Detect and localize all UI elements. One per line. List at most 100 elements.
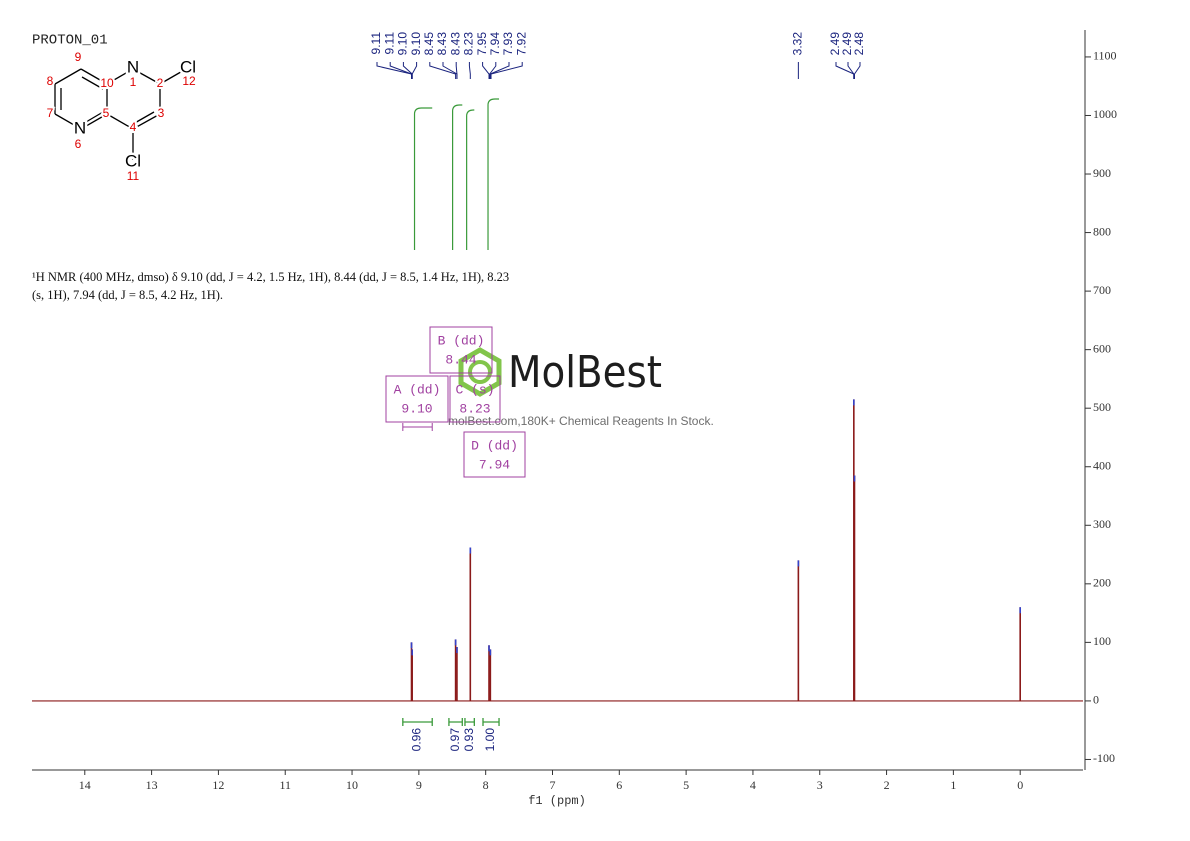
integral-bar	[448, 718, 463, 726]
x-tick-label: 1	[950, 778, 956, 792]
x-tick-label: 11	[279, 778, 291, 792]
peak-connector	[389, 62, 413, 79]
multiplet-name: A (dd)	[394, 382, 441, 397]
x-tick-label: 2	[884, 778, 890, 792]
peak-label: 7.93	[501, 32, 515, 56]
peak-label: 8.43	[448, 32, 462, 56]
y-tick-label: -100	[1093, 751, 1115, 765]
peak-label: 2.49	[840, 32, 854, 56]
y-tick-label: 400	[1093, 458, 1111, 472]
integral-curve	[413, 107, 433, 250]
peak-connector	[429, 62, 457, 79]
peak-label: 9.11	[382, 32, 396, 55]
bond	[80, 68, 108, 85]
chart-title: PROTON_01	[32, 33, 108, 49]
y-tick-label: 1100	[1093, 49, 1117, 63]
x-tick-label: 13	[146, 778, 158, 792]
description: ¹H NMR (400 MHz, dmso) δ 9.10 (dd, J = 4…	[32, 270, 509, 284]
multiplet-box	[385, 375, 449, 423]
tagline: molBest.com,180K+ Chemical Reagents In S…	[448, 414, 714, 428]
y-tick-label: 1000	[1093, 107, 1117, 121]
peak-connector	[489, 62, 510, 79]
peak-connector	[376, 62, 413, 79]
multiplet-name: D (dd)	[471, 438, 518, 453]
bond	[159, 68, 187, 85]
bond	[81, 76, 104, 90]
peak-connector	[489, 62, 497, 79]
locant: 1	[130, 75, 137, 89]
x-tick-label: 3	[817, 778, 823, 792]
integral-label: 0.96	[410, 728, 424, 752]
locant: 12	[182, 74, 196, 88]
integral-bar	[402, 718, 433, 726]
multiplet-shift: 8.23	[459, 401, 490, 416]
peak-label: 7.94	[488, 32, 502, 56]
y-tick-label: 600	[1093, 341, 1111, 355]
bond	[132, 113, 161, 130]
x-tick-label: 10	[346, 778, 358, 792]
atom-label: N	[127, 57, 139, 76]
x-tick-label: 7	[549, 778, 555, 792]
bond	[132, 111, 155, 125]
locant: 6	[75, 137, 82, 151]
integral-label: 0.93	[462, 728, 476, 752]
integral-bar	[464, 718, 475, 726]
multiplet-range	[402, 423, 433, 431]
multiplet-box	[429, 326, 493, 374]
peak-label: 9.10	[396, 32, 410, 56]
bond	[54, 113, 82, 130]
x-tick-label: 14	[79, 778, 91, 792]
bond	[80, 113, 108, 130]
y-tick-label: 300	[1093, 517, 1111, 531]
peak-label: 7.95	[475, 32, 489, 56]
x-axis-label: f1 (ppm)	[528, 794, 586, 808]
atom-label: Cl	[180, 57, 196, 76]
atom-label: N	[74, 118, 86, 137]
peak-connector	[847, 62, 855, 79]
integral-label: 0.97	[448, 728, 462, 752]
peak-connector	[853, 62, 861, 79]
x-tick-label: 4	[750, 778, 756, 792]
multiplet-box	[449, 375, 501, 423]
locant: 10	[100, 76, 114, 90]
y-tick-label: 700	[1093, 283, 1111, 297]
peak-connector	[455, 62, 458, 79]
x-tick-label: 9	[416, 778, 422, 792]
description: (s, 1H), 7.94 (dd, J = 8.5, 4.2 Hz, 1H).	[32, 288, 223, 302]
locant: 2	[157, 76, 164, 90]
x-tick-label: 6	[616, 778, 622, 792]
peak-connector	[411, 62, 418, 79]
y-tick-label: 0	[1093, 693, 1099, 707]
integral-bar	[482, 718, 500, 726]
x-tick-label: 0	[1017, 778, 1023, 792]
y-tick-label: 800	[1093, 224, 1111, 238]
multiplet-shift: 9.10	[401, 401, 432, 416]
integral-curve	[452, 104, 463, 250]
y-tick-label: 200	[1093, 576, 1111, 590]
peak-label: 8.45	[422, 32, 436, 56]
watermark: MolBest molBest.com,180K+ Chemical Reage…	[448, 347, 714, 428]
locant: 8	[47, 74, 54, 88]
y-tick-label: 500	[1093, 400, 1111, 414]
locant: 5	[103, 106, 110, 120]
peak-label: 2.48	[852, 32, 866, 56]
peak-label: 8.23	[462, 32, 476, 56]
bond	[85, 111, 104, 123]
bond	[106, 68, 134, 85]
peak-label: 7.92	[514, 32, 528, 56]
locant: 11	[127, 169, 140, 183]
multiplet-name: B (dd)	[438, 333, 485, 348]
x-tick-label: 8	[483, 778, 489, 792]
peak-label: 2.49	[828, 32, 842, 56]
y-tick-label: 100	[1093, 634, 1111, 648]
peak-label: 9.11	[369, 32, 383, 55]
y-tick-label: 900	[1093, 166, 1111, 180]
peak-connector	[482, 62, 490, 79]
locant: 3	[158, 106, 165, 120]
peak-connector	[468, 62, 471, 79]
structure: N Cl N Cl 1 2 3 4 5 6 7 8 9 10 11 12	[45, 48, 199, 185]
bond	[132, 68, 161, 85]
locant: 9	[75, 50, 82, 64]
atom-label: Cl	[125, 151, 141, 170]
